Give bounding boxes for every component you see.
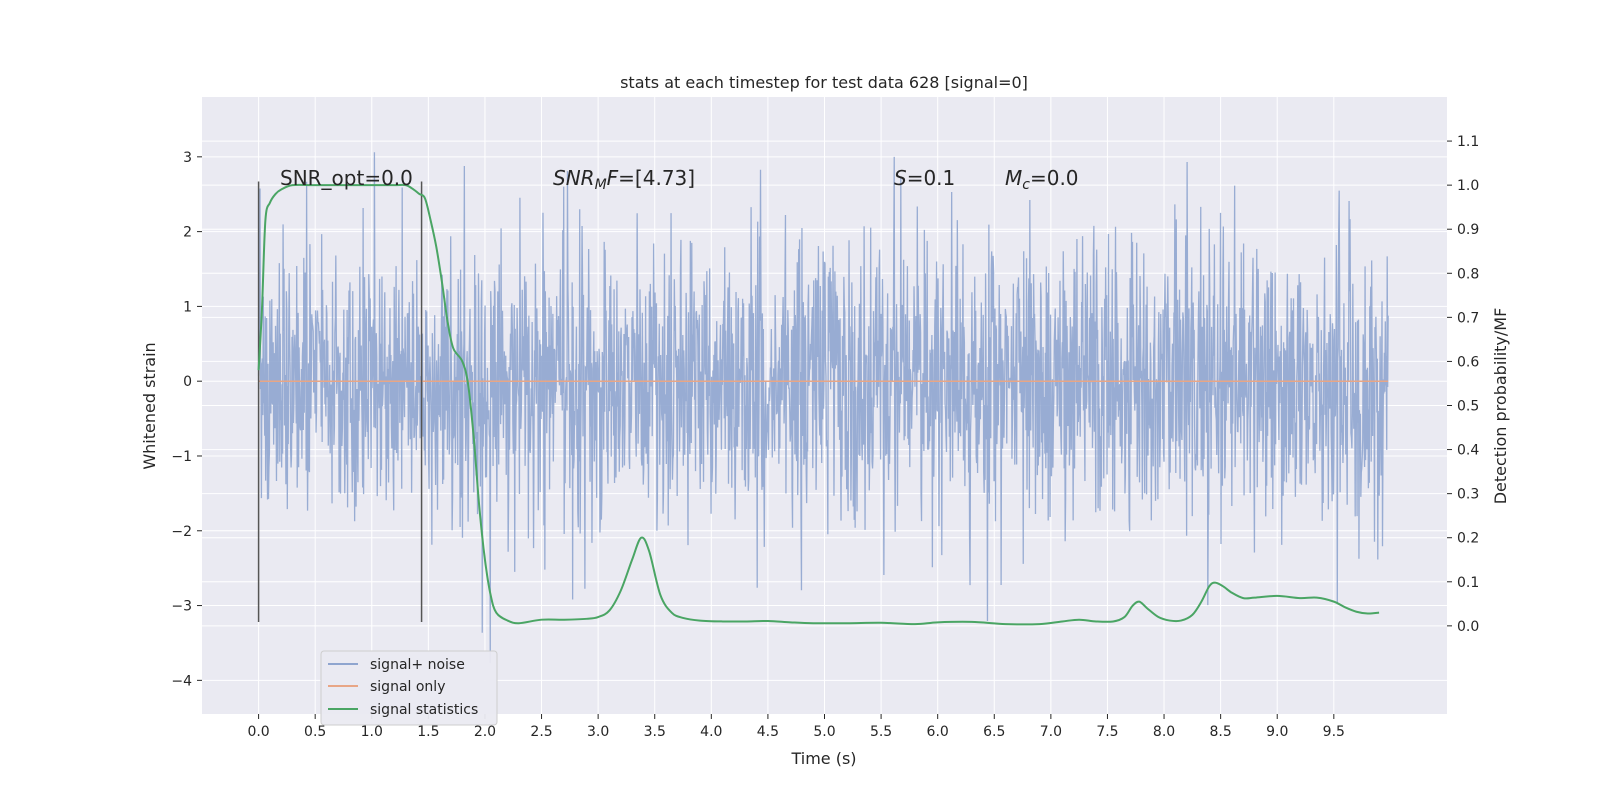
- y-right-tick-label-11: 1.1: [1457, 134, 1479, 150]
- annotation-snr-mf-symbol: SNR: [553, 166, 595, 190]
- annotation-mc-subscript: c: [1022, 177, 1030, 193]
- x-tick-label-2: 1.0: [361, 724, 383, 740]
- y-axis-right-label: Detection probability/MF: [1491, 308, 1510, 505]
- x-axis-ticks: 0.0 0.5 1.0 1.5 2.0 2.5 3.0 3.5 4.0 4.5 5.0 5.5 6.0 6…: [247, 714, 1345, 740]
- x-tick-label-17: 8.5: [1210, 724, 1232, 740]
- y-right-tick-label-8: 0.8: [1457, 266, 1479, 282]
- x-tick-label-11: 5.5: [870, 724, 892, 740]
- y-right-tick-label-4: 0.4: [1457, 443, 1479, 459]
- y-axis-right-ticks: 0.0 0.1 0.2 0.3 0.4 0.5 0.6 0.7 0.8 0.9 1.0 1.1: [1447, 134, 1479, 635]
- y-tick-label-0: −4: [171, 673, 192, 689]
- y-tick-label-6: 2: [183, 225, 192, 241]
- y-right-tick-label-3: 0.3: [1457, 487, 1479, 503]
- x-tick-label-0: 0.0: [247, 724, 269, 740]
- x-tick-label-10: 5.0: [813, 724, 835, 740]
- y-axis-label: Whitened strain: [140, 342, 159, 469]
- y-right-tick-label-0: 0.0: [1457, 619, 1479, 635]
- x-tick-label-5: 2.5: [530, 724, 552, 740]
- annotation-snr-opt: SNR_opt=0.0: [280, 166, 413, 190]
- annotation-snr-mf-symbol2: F: [607, 166, 619, 190]
- y-axis-ticks: −4 −3 −2 −1 0 1 2 3: [171, 150, 202, 689]
- annotation-s: S=0.1: [894, 166, 955, 190]
- x-tick-label-6: 3.0: [587, 724, 609, 740]
- y-right-tick-label-7: 0.7: [1457, 310, 1479, 326]
- legend-label-signal-only: signal only: [370, 679, 445, 695]
- y-right-tick-label-2: 0.2: [1457, 531, 1479, 547]
- annotation-mc: Mc=0.0: [1005, 166, 1079, 193]
- y-right-tick-label-10: 1.0: [1457, 178, 1479, 194]
- x-tick-label-14: 7.0: [1040, 724, 1062, 740]
- x-tick-label-16: 8.0: [1153, 724, 1175, 740]
- annotation-s-value: =0.1: [907, 166, 956, 190]
- y-tick-label-4: 0: [183, 374, 192, 390]
- signal-noise-line: [257, 152, 1389, 664]
- chart-title: stats at each timestep for test data 628…: [620, 73, 1028, 92]
- legend-box: [320, 650, 498, 726]
- y-right-tick-label-9: 0.9: [1457, 222, 1479, 238]
- x-axis-label: Time (s): [790, 749, 856, 768]
- legend: signal+ noise signal only signal statist…: [320, 650, 498, 726]
- x-tick-label-1: 0.5: [304, 724, 326, 740]
- x-tick-label-13: 6.5: [983, 724, 1005, 740]
- legend-label-signal-statistics: signal statistics: [370, 702, 478, 718]
- x-tick-label-12: 6.0: [927, 724, 949, 740]
- y-right-tick-label-6: 0.6: [1457, 354, 1479, 370]
- series-signal-noise: [257, 152, 1389, 664]
- x-tick-label-7: 3.5: [644, 724, 666, 740]
- annotation-snr-mf: SNRMF=[4.73]: [553, 166, 695, 193]
- x-tick-label-4: 2.0: [474, 724, 496, 740]
- y-right-tick-label-5: 0.5: [1457, 399, 1479, 415]
- x-tick-label-3: 1.5: [417, 724, 439, 740]
- y-tick-label-7: 3: [183, 150, 192, 166]
- y-tick-label-2: −2: [171, 524, 192, 540]
- annotation-mc-symbol: M: [1005, 166, 1022, 190]
- series-signal-statistics: [257, 183, 1380, 626]
- x-tick-label-15: 7.5: [1096, 724, 1118, 740]
- x-tick-label-8: 4.0: [700, 724, 722, 740]
- y-tick-label-3: −1: [171, 449, 192, 465]
- signal-statistics-line: [257, 183, 1380, 626]
- annotation-snr-mf-value: =[4.73]: [618, 166, 695, 190]
- x-tick-label-18: 9.0: [1266, 724, 1288, 740]
- annotation-s-symbol: S: [894, 166, 907, 190]
- vertical-markers: [257, 181, 423, 623]
- annotation-mc-value: =0.0: [1030, 166, 1079, 190]
- y-tick-label-5: 1: [183, 299, 192, 315]
- y-right-tick-label-1: 0.1: [1457, 575, 1479, 591]
- legend-label-signal-noise: signal+ noise: [370, 657, 465, 673]
- x-tick-label-9: 4.5: [757, 724, 779, 740]
- annotation-snr-mf-subscript: M: [595, 177, 607, 193]
- y-tick-label-1: −3: [171, 599, 192, 615]
- x-tick-label-19: 9.5: [1323, 724, 1345, 740]
